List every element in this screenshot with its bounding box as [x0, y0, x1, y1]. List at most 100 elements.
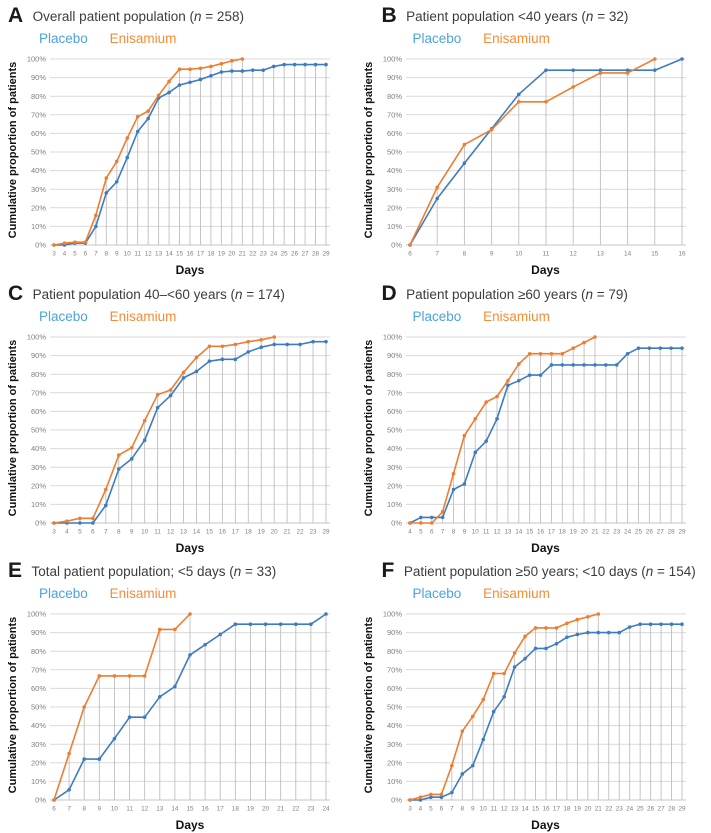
x-tick-label: 8: [451, 528, 455, 535]
data-point-enisamium: [67, 751, 71, 756]
x-tick-label: 23: [309, 528, 317, 535]
x-tick-label: 16: [542, 806, 550, 813]
panel-f-letter: F: [381, 559, 395, 583]
y-tick-label: 80%: [31, 369, 46, 378]
data-point-placebo: [292, 62, 297, 67]
x-tick-label: 18: [558, 528, 566, 535]
x-tick-label: 15: [176, 251, 184, 258]
y-tick-label: 30%: [386, 185, 401, 194]
data-point-enisamium: [592, 334, 597, 339]
y-tick-label: 50%: [31, 148, 46, 157]
data-point-placebo: [313, 62, 318, 67]
panel-b-header: B Patient population <40 years (n = 32): [356, 0, 711, 30]
data-point-enisamium: [146, 109, 150, 113]
y-tick-label: 20%: [31, 759, 46, 768]
panel-e-title-count: = 33): [241, 564, 277, 580]
y-tick-label: 50%: [386, 703, 401, 712]
data-point-placebo: [298, 342, 302, 346]
data-point-enisamium: [472, 416, 477, 421]
x-tick-label: 4: [408, 528, 412, 535]
y-tick-label: 90%: [386, 73, 401, 82]
data-point-enisamium: [240, 57, 245, 61]
x-tick-label: 14: [521, 806, 529, 813]
panel-a-title-count: = 258): [201, 9, 244, 24]
legend-enisamium-label: Enisamium: [109, 31, 177, 46]
x-tick-label: 23: [615, 806, 623, 813]
data-point-placebo: [581, 362, 586, 367]
data-point-placebo: [616, 630, 621, 635]
x-axis-title: Days: [175, 263, 205, 277]
y-tick-label: 30%: [31, 740, 46, 749]
data-point-enisamium: [155, 392, 160, 397]
x-tick-label: 11: [134, 251, 141, 258]
x-tick-label: 6: [91, 528, 95, 535]
data-point-enisamium: [104, 176, 109, 180]
x-tick-label: 24: [624, 528, 632, 535]
legend-placebo-label: Placebo: [39, 308, 88, 324]
panel-e-title: Total patient population; <5 days (n = 3…: [32, 563, 277, 580]
data-point-placebo: [129, 456, 134, 461]
y-tick-label: 80%: [31, 647, 46, 656]
panel-b: B Patient population <40 years (n = 32) …: [356, 0, 711, 278]
x-tick-label: 14: [193, 528, 201, 535]
x-tick-label: 21: [591, 528, 599, 535]
data-point-enisamium: [516, 361, 521, 366]
y-tick-label: 50%: [31, 425, 46, 434]
x-tick-label: 12: [167, 528, 175, 535]
data-point-enisamium: [220, 344, 225, 348]
data-point-enisamium: [142, 418, 147, 423]
panel-d: D Patient population ≥60 years (n = 79) …: [356, 278, 711, 556]
data-point-placebo: [494, 416, 499, 421]
y-tick-label: 20%: [386, 481, 401, 490]
panel-f: F Patient population ≥50 years; <10 days…: [356, 555, 711, 833]
data-point-enisamium: [207, 344, 212, 348]
panel-b-letter: B: [381, 4, 398, 27]
data-point-enisamium: [527, 351, 531, 356]
data-point-enisamium: [652, 57, 657, 61]
data-point-placebo: [285, 342, 289, 346]
data-point-placebo: [679, 57, 684, 61]
y-tick-label: 30%: [386, 462, 401, 471]
data-point-placebo: [679, 345, 684, 350]
data-point-placebo: [233, 357, 238, 361]
legend-placebo-label: Placebo: [39, 31, 88, 46]
panel-c-header: C Patient population 40–<60 years (n = 1…: [0, 278, 356, 308]
x-tick-label: 9: [489, 251, 493, 258]
data-point-enisamium: [246, 339, 251, 344]
data-point-placebo: [324, 612, 328, 616]
data-point-placebo: [309, 622, 313, 627]
x-tick-label: 15: [651, 251, 659, 258]
y-tick-label: 30%: [386, 740, 401, 749]
data-point-placebo: [648, 622, 652, 627]
x-tick-label: 15: [526, 528, 534, 535]
chart-canvas-f: 0% 10% 20% 30% 40% 50% 60% 70% 80% 90% 100% 3 4 5 6 7 8 9…: [382, 610, 686, 813]
data-point-placebo: [440, 515, 444, 519]
data-point-enisamium: [512, 651, 516, 656]
data-point-placebo: [311, 339, 315, 344]
x-tick-label: 28: [312, 251, 320, 258]
data-point-enisamium: [462, 433, 466, 437]
x-tick-label: 9: [98, 806, 102, 813]
legend-placebo-label: Placebo: [412, 31, 462, 46]
panel-a-header: A Overall patient population (n = 258): [0, 0, 356, 30]
y-axis-title: Cumulative proportion of patients: [362, 61, 375, 239]
y-tick-label: 90%: [31, 73, 46, 82]
x-tick-label: 25: [636, 806, 644, 813]
legend-placebo-label: Placebo: [412, 586, 462, 602]
x-tick-label: 21: [284, 528, 292, 535]
y-tick-label: 0%: [35, 241, 46, 250]
y-tick-label: 100%: [382, 332, 402, 341]
x-axis-title: Days: [175, 540, 205, 555]
data-point-enisamium: [97, 674, 102, 678]
y-axis-title: Cumulative proportion of patients: [7, 339, 19, 516]
data-point-enisamium: [82, 705, 87, 709]
data-point-placebo: [91, 520, 95, 525]
legend-f: Placebo Enisamium: [413, 586, 711, 604]
data-point-placebo: [104, 191, 109, 195]
x-tick-label: 27: [656, 528, 664, 535]
y-tick-label: 60%: [31, 684, 46, 693]
y-tick-label: 0%: [391, 796, 402, 805]
x-tick-label: 24: [626, 806, 634, 813]
chart-canvas-d: 0%10%20%30%40%50%60%70%80%90%100%4 5 6 7 8 9 1…: [382, 332, 686, 535]
data-point-enisamium: [575, 617, 579, 622]
